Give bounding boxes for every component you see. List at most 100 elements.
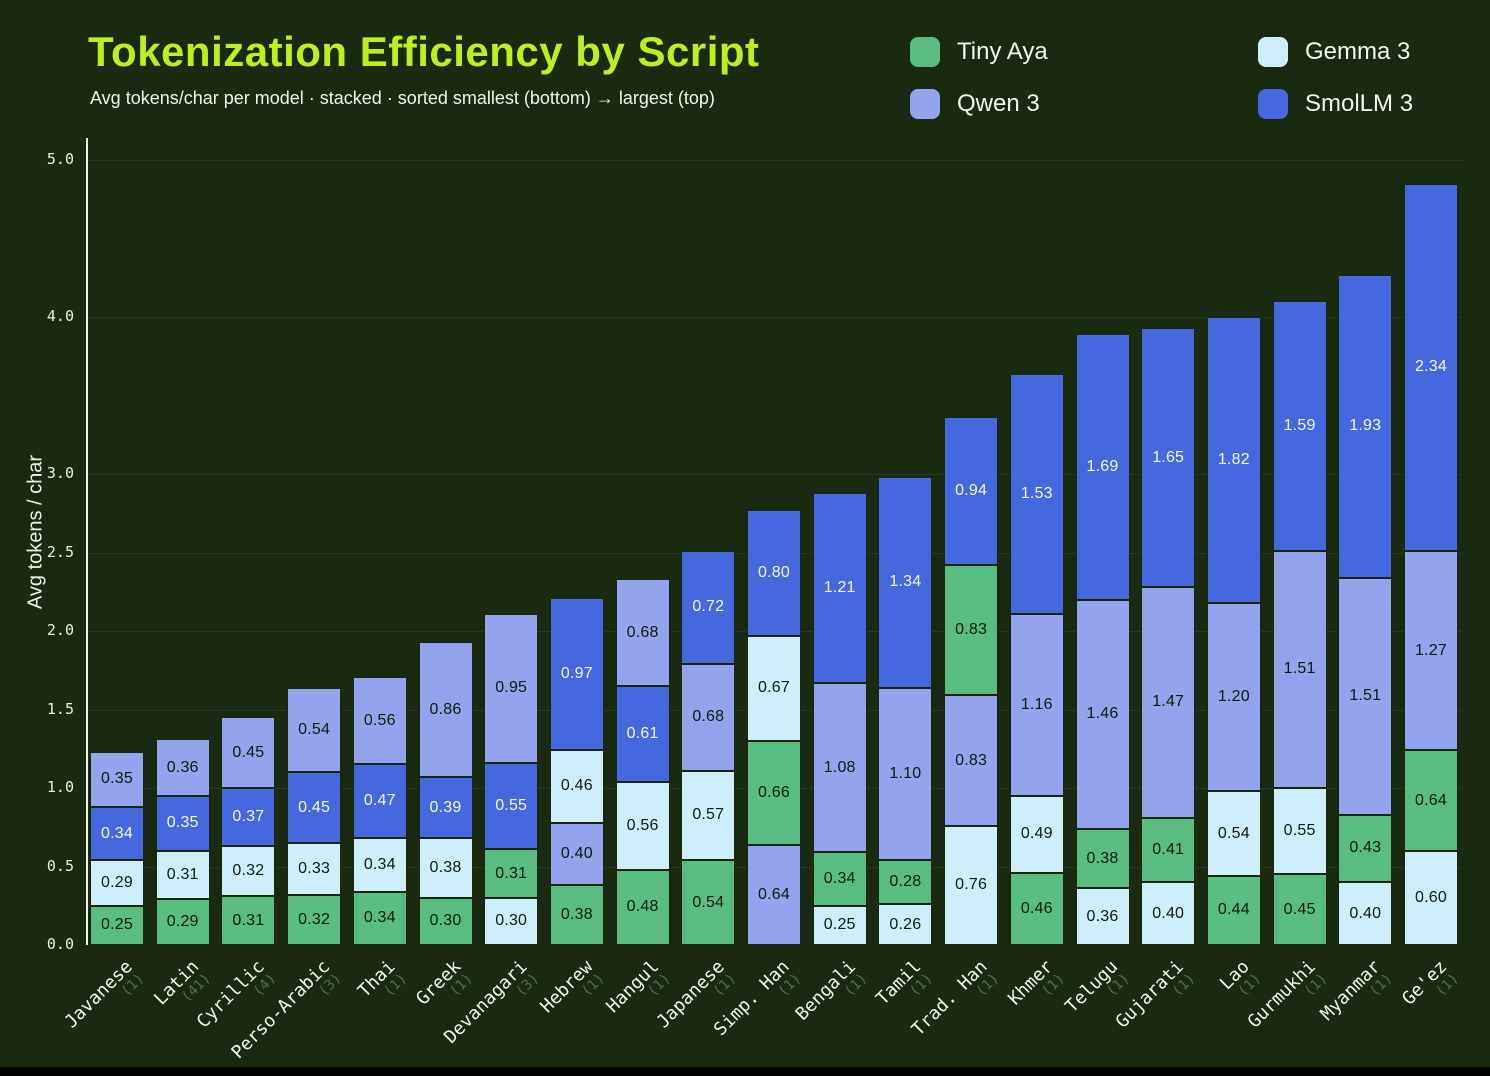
segment-qwen-3: 0.45 <box>221 717 276 788</box>
segment-smollm-3: 0.94 <box>944 417 999 566</box>
segment-value: 0.44 <box>1217 901 1250 919</box>
bar-bengali: 0.25 0.34 1.08 1.21 <box>812 492 867 945</box>
bar-hangul: 0.48 0.56 0.61 0.68 <box>615 579 670 945</box>
segment-value: 0.30 <box>429 912 462 930</box>
segment-tiny-aya: 0.32 <box>287 894 342 945</box>
segment-value: 0.36 <box>166 758 199 776</box>
segment-value: 1.59 <box>1283 417 1316 435</box>
segment-value: 1.69 <box>1086 457 1119 475</box>
segment-gemma-3: 0.32 <box>221 846 276 897</box>
segment-value: 0.83 <box>955 621 988 639</box>
segment-value: 1.46 <box>1086 705 1119 723</box>
segment-value: 0.61 <box>626 724 659 742</box>
segment-smollm-3: 1.93 <box>1338 274 1393 578</box>
segment-value: 1.20 <box>1217 687 1250 705</box>
segment-gemma-3: 0.46 <box>549 750 604 823</box>
legend-label: Gemma 3 <box>1305 38 1411 65</box>
legend-item-tiny-aya: Tiny Aya <box>910 37 1048 67</box>
segment-gemma-3: 0.76 <box>944 825 999 945</box>
x-tick-label: Javanese (1) <box>61 956 149 1044</box>
x-tick-label: Ge'ez (1) <box>1398 956 1463 1021</box>
segment-tiny-aya: 0.38 <box>1075 828 1130 889</box>
segment-value: 0.56 <box>626 816 659 834</box>
x-tick-label: Gurmukhi (1) <box>1244 956 1331 1044</box>
segment-gemma-3: 0.38 <box>418 838 473 898</box>
segment-smollm-3: 1.53 <box>1009 373 1064 614</box>
y-axis-line <box>86 138 88 945</box>
x-tick-label: Khmer (1) <box>1004 956 1068 1021</box>
segment-value: 0.34 <box>101 824 133 842</box>
legend-swatch-smollm-3 <box>1258 89 1288 119</box>
segment-value: 0.29 <box>101 873 133 891</box>
segment-gemma-3: 0.40 <box>1141 882 1196 945</box>
segment-qwen-3: 0.56 <box>352 676 407 765</box>
x-tick-label: Myanmar (1) <box>1317 956 1397 1036</box>
segment-value: 0.68 <box>626 623 659 641</box>
segment-value: 0.40 <box>560 844 593 862</box>
bar-gurmukhi: 0.45 0.55 1.51 1.59 <box>1272 301 1327 945</box>
segment-value: 1.65 <box>1152 448 1185 466</box>
segment-smollm-3: 0.45 <box>287 772 342 843</box>
segment-value: 0.72 <box>692 598 725 616</box>
legend-item-smollm-3: SmolLM 3 <box>1258 89 1413 119</box>
segment-tiny-aya: 0.46 <box>1009 872 1064 945</box>
segment-value: 0.54 <box>298 720 331 738</box>
segment-tiny-aya: 0.83 <box>944 565 999 696</box>
segment-qwen-3: 0.36 <box>155 739 210 796</box>
segment-tiny-aya: 0.25 <box>90 905 144 945</box>
segment-smollm-3: 1.65 <box>1141 328 1196 588</box>
segment-value: 2.34 <box>1415 358 1447 376</box>
segment-value: 0.86 <box>429 700 462 718</box>
segment-value: 0.45 <box>1283 900 1316 918</box>
plot-area: 0.0 0.5 1.0 1.5 2.0 2.5 3.0 4.0 5.0 0.25 0.29 0.34 0… <box>47 138 1462 1063</box>
y-tick-label: 1.0 <box>46 778 74 796</box>
bar-devanagari: 0.30 0.31 0.55 0.95 <box>484 613 539 945</box>
x-tick-label: Lao (1) <box>1216 956 1265 1005</box>
segment-smollm-3: 0.35 <box>155 795 210 851</box>
x-tick-label: Gujarati (1) <box>1112 956 1200 1044</box>
segment-value: 0.37 <box>232 808 265 826</box>
segment-gemma-3: 0.33 <box>287 842 342 895</box>
segment-tiny-aya: 0.34 <box>812 852 867 906</box>
x-tick-label: Hebrew (1) <box>536 956 608 1028</box>
segment-gemma-3: 0.30 <box>484 897 539 945</box>
segment-value: 0.54 <box>692 893 725 911</box>
segment-value: 0.55 <box>495 797 528 815</box>
segment-value: 0.46 <box>560 777 593 795</box>
segment-value: 1.93 <box>1349 417 1382 435</box>
legend-label: Tiny Aya <box>957 38 1048 65</box>
y-tick-label: 5.0 <box>46 150 74 168</box>
segment-tiny-aya: 0.64 <box>1404 750 1458 851</box>
segment-value: 0.40 <box>1152 904 1185 922</box>
bar-hebrew: 0.38 0.40 0.46 0.97 <box>549 598 604 945</box>
segment-tiny-aya: 0.30 <box>418 897 473 945</box>
segment-tiny-aya: 0.38 <box>549 885 604 945</box>
x-tick-label: Thai (1) <box>354 956 411 1013</box>
segment-qwen-3: 0.83 <box>944 695 999 826</box>
segment-qwen-3: 1.51 <box>1338 577 1393 815</box>
segment-value: 0.49 <box>1020 825 1053 843</box>
segment-value: 0.57 <box>692 806 725 824</box>
segment-value: 0.97 <box>560 665 593 683</box>
segment-gemma-3: 0.26 <box>878 904 933 945</box>
bar-thai: 0.34 0.34 0.47 0.56 <box>352 676 407 945</box>
segment-value: 0.32 <box>232 862 265 880</box>
segment-value: 1.47 <box>1152 693 1185 711</box>
segment-tiny-aya: 0.29 <box>155 899 210 945</box>
y-tick-label: 0.5 <box>46 856 74 875</box>
segment-gemma-3: 0.67 <box>747 635 801 741</box>
segment-smollm-3: 0.80 <box>747 510 801 636</box>
segment-qwen-3: 0.40 <box>549 822 604 886</box>
segment-qwen-3: 1.46 <box>1075 599 1130 829</box>
bar-greek: 0.30 0.38 0.39 0.86 <box>418 642 473 945</box>
segment-value: 0.83 <box>955 751 988 769</box>
segment-gemma-3: 0.31 <box>155 850 210 900</box>
bar-japanese: 0.54 0.57 0.68 0.72 <box>681 550 736 945</box>
segment-value: 0.67 <box>758 679 790 697</box>
segment-value: 0.56 <box>363 711 396 729</box>
legend-swatch-qwen-3 <box>910 89 940 119</box>
legend-label: SmolLM 3 <box>1305 90 1414 117</box>
bar-latin: 0.29 0.31 0.35 0.36 <box>155 739 210 945</box>
segment-value: 0.60 <box>1415 888 1447 906</box>
segment-value: 0.39 <box>429 798 462 816</box>
